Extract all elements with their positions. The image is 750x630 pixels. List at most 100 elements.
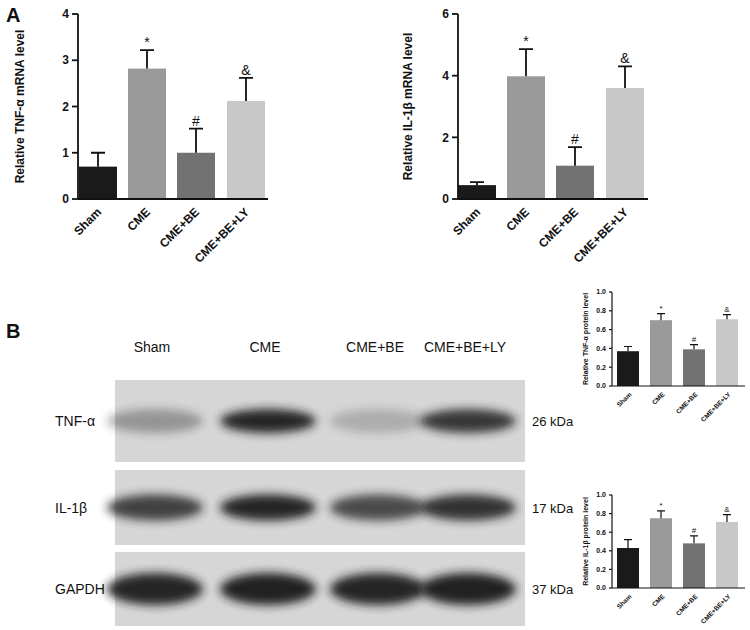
- y-tick-label: 0.0: [596, 382, 606, 389]
- significance-label: #: [571, 131, 579, 147]
- y-tick-label: 0: [442, 192, 449, 206]
- y-tick: [609, 550, 612, 551]
- y-tick: [609, 329, 612, 330]
- category-label: CME: [651, 592, 667, 608]
- significance-label: &: [241, 62, 251, 78]
- plot-area: [79, 50, 265, 199]
- bar: [617, 351, 639, 386]
- size-label: 37 kDa: [532, 582, 574, 597]
- category-label: CME: [503, 205, 532, 234]
- category-label: CME+BE: [536, 205, 581, 250]
- row-label: IL-1β: [55, 500, 87, 516]
- bar: [617, 548, 639, 588]
- bar: [177, 153, 215, 199]
- y-tick-label: 2: [62, 100, 69, 114]
- y-tick: [72, 13, 78, 15]
- y-tick-label: 1.0: [596, 491, 606, 498]
- y-tick: [72, 59, 78, 61]
- error-bar: [470, 182, 484, 185]
- significance-label: &: [620, 50, 630, 66]
- y-tick-label: 6: [442, 7, 449, 21]
- lane-label: Sham: [134, 339, 171, 355]
- bar: [128, 69, 166, 199]
- y-tick-label: 0.4: [596, 547, 606, 554]
- error-bar: [690, 345, 698, 350]
- category-label: CME+BE+LY: [699, 390, 732, 423]
- error-bar: [723, 315, 731, 320]
- error-bar: [519, 49, 533, 76]
- blot-band: [220, 409, 316, 433]
- category-label: CME+BE+LY: [699, 592, 732, 625]
- size-label: 26 kDa: [532, 414, 574, 429]
- x-axis: [458, 198, 648, 200]
- bar-chart: Sham*CME#CME+BE&CME+BE+LY0.00.20.40.60.8…: [582, 288, 745, 423]
- x-axis: [612, 385, 745, 386]
- y-tick: [72, 198, 78, 200]
- y-tick: [609, 367, 612, 368]
- significance-label: *: [144, 34, 150, 50]
- y-tick: [609, 291, 612, 292]
- error-bar: [657, 511, 665, 518]
- y-tick-label: 0.8: [596, 510, 606, 517]
- row-label: GAPDH: [55, 581, 105, 597]
- error-bar: [690, 536, 698, 543]
- y-tick: [452, 75, 458, 77]
- significance-label: *: [659, 501, 662, 510]
- x-axis: [612, 587, 745, 588]
- y-axis: [457, 14, 459, 199]
- category-label: CME+BE+LY: [571, 205, 632, 266]
- y-tick: [452, 198, 458, 200]
- blot-band: [420, 409, 516, 433]
- y-tick: [609, 513, 612, 514]
- blot-band: [107, 573, 203, 605]
- lane-label: CME: [249, 339, 280, 355]
- category-label: Sham: [615, 592, 633, 610]
- error-bar: [723, 515, 731, 522]
- y-tick: [609, 532, 612, 533]
- y-tick-label: 3: [62, 53, 69, 67]
- y-tick-label: 4: [62, 7, 69, 21]
- bar-chart: Sham*CME#CME+BE&CME+BE+LY01234Relative T…: [13, 7, 268, 265]
- plot-area: [458, 49, 644, 199]
- lane-label: CME+BE: [346, 339, 404, 355]
- bar: [227, 101, 265, 199]
- y-tick-label: 0.6: [596, 529, 606, 536]
- y-tick: [452, 136, 458, 138]
- y-axis-label: Relative IL-1β protein level: [582, 497, 590, 586]
- y-tick-label: 1: [62, 146, 69, 160]
- category-label: CME+BE+LY: [192, 205, 253, 266]
- bar: [507, 76, 545, 199]
- y-tick-label: 0.0: [596, 584, 606, 591]
- bar: [606, 88, 644, 199]
- y-tick: [72, 152, 78, 154]
- category-label: Sham: [71, 205, 104, 238]
- x-axis: [78, 198, 268, 200]
- y-axis-label: Relative TNF-α mRNA level: [13, 30, 27, 184]
- significance-label: &: [724, 505, 730, 514]
- error-bar: [239, 78, 253, 101]
- error-bar: [618, 66, 632, 88]
- bar: [716, 522, 738, 588]
- category-label: CME: [651, 390, 667, 406]
- blot-band: [330, 573, 426, 605]
- bar: [650, 320, 672, 386]
- y-tick: [72, 106, 78, 108]
- y-axis-label: Relative TNF-α protein level: [582, 293, 590, 385]
- blot-band: [330, 495, 426, 521]
- error-bar: [568, 147, 582, 166]
- bar: [716, 319, 738, 386]
- blot-band: [107, 495, 203, 521]
- bar: [556, 166, 594, 199]
- error-bar: [189, 129, 203, 153]
- significance-label: #: [692, 335, 697, 344]
- y-tick: [609, 310, 612, 311]
- bar: [458, 185, 496, 199]
- y-tick: [609, 587, 612, 588]
- error-bar: [140, 50, 154, 68]
- error-bar: [624, 540, 632, 548]
- y-tick-label: 0.2: [596, 566, 606, 573]
- y-tick-label: 0.8: [596, 307, 606, 314]
- plot-area: [617, 511, 738, 588]
- y-tick-label: 0.6: [596, 326, 606, 333]
- category-label: CME+BE: [674, 592, 699, 617]
